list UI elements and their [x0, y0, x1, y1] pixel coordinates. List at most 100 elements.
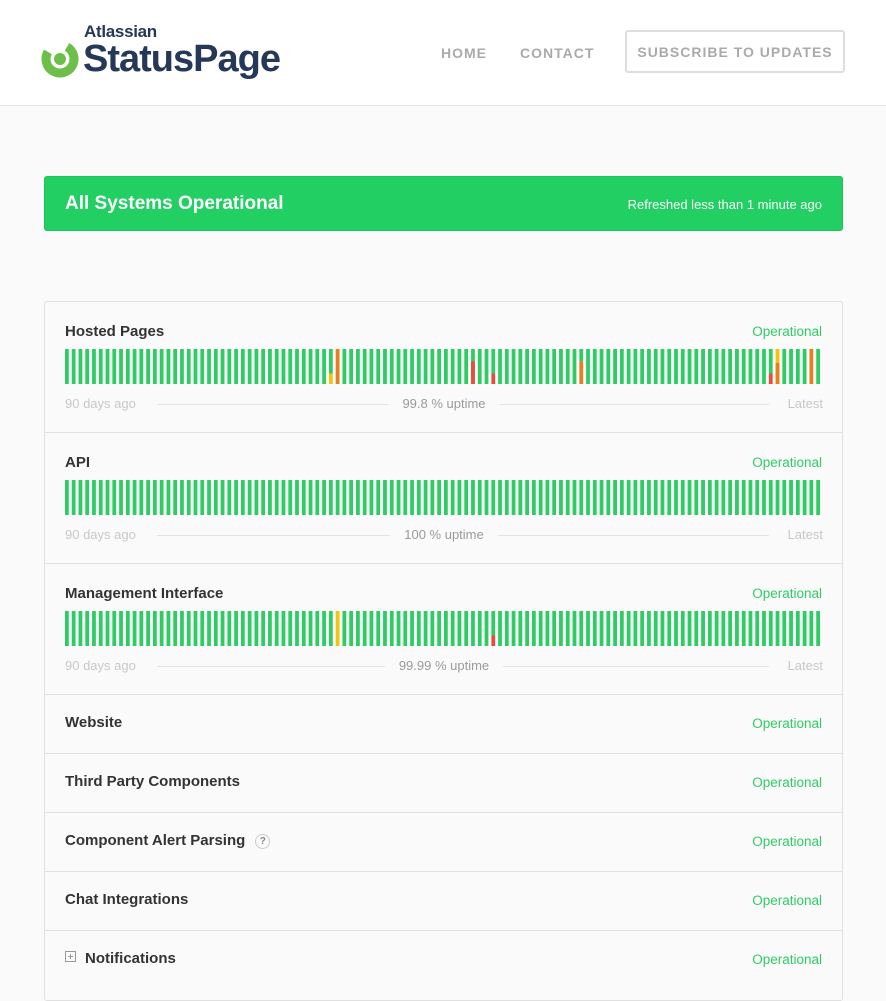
day-bar[interactable]: [619, 611, 624, 646]
day-bar[interactable]: [125, 349, 130, 384]
day-bar[interactable]: [301, 611, 306, 646]
day-bar[interactable]: [288, 480, 293, 515]
day-bar[interactable]: [362, 611, 367, 646]
day-bar[interactable]: [281, 611, 286, 646]
day-bar[interactable]: [173, 349, 178, 384]
day-bar[interactable]: [613, 480, 617, 515]
day-bar[interactable]: [748, 349, 753, 384]
day-bar[interactable]: [105, 480, 110, 515]
day-bar[interactable]: [647, 611, 651, 646]
day-bar[interactable]: [301, 480, 306, 515]
day-bar[interactable]: [782, 611, 787, 646]
day-bar[interactable]: [464, 480, 469, 515]
day-bar[interactable]: [389, 611, 394, 646]
day-bar[interactable]: [477, 480, 482, 515]
day-bar[interactable]: [498, 611, 502, 646]
day-bar[interactable]: [795, 480, 800, 515]
day-bar[interactable]: [721, 349, 726, 384]
day-bar[interactable]: [322, 611, 326, 646]
day-bar[interactable]: [240, 349, 245, 384]
day-bar[interactable]: [701, 349, 705, 384]
day-bar[interactable]: [789, 611, 793, 646]
day-bar[interactable]: [464, 611, 469, 646]
day-bar[interactable]: [674, 611, 678, 646]
day-bar[interactable]: [660, 349, 665, 384]
day-bar-incident[interactable]: [335, 611, 340, 646]
day-bar[interactable]: [694, 480, 699, 515]
day-bar[interactable]: [728, 480, 733, 515]
day-bar[interactable]: [640, 611, 645, 646]
day-bar[interactable]: [403, 611, 408, 646]
day-bar[interactable]: [105, 349, 110, 384]
day-bar[interactable]: [525, 611, 529, 646]
day-bar[interactable]: [65, 480, 69, 515]
day-bar[interactable]: [295, 349, 299, 384]
day-bar[interactable]: [809, 611, 814, 646]
day-bar[interactable]: [782, 480, 787, 515]
day-bar[interactable]: [396, 480, 401, 515]
day-bar[interactable]: [457, 349, 462, 384]
day-bar[interactable]: [579, 480, 584, 515]
day-bar[interactable]: [416, 611, 421, 646]
day-bar[interactable]: [592, 480, 597, 515]
day-bar[interactable]: [281, 349, 286, 384]
day-bar[interactable]: [775, 480, 780, 515]
day-bar[interactable]: [105, 611, 110, 646]
day-bar-incident[interactable]: [491, 635, 496, 647]
day-bar[interactable]: [342, 349, 347, 384]
day-bar[interactable]: [261, 349, 266, 384]
day-bar[interactable]: [85, 349, 90, 384]
day-bar[interactable]: [653, 611, 658, 646]
day-bar[interactable]: [809, 480, 814, 515]
day-bar[interactable]: [721, 611, 726, 646]
day-bar[interactable]: [315, 349, 320, 384]
day-bar[interactable]: [802, 611, 807, 646]
day-bar[interactable]: [619, 480, 624, 515]
day-bar[interactable]: [349, 480, 354, 515]
day-bar[interactable]: [180, 611, 184, 646]
day-bar[interactable]: [85, 611, 90, 646]
day-bar[interactable]: [112, 480, 117, 515]
day-bar[interactable]: [816, 349, 821, 384]
day-bar[interactable]: [511, 480, 516, 515]
day-bar[interactable]: [728, 349, 733, 384]
day-bar[interactable]: [254, 349, 259, 384]
day-bar[interactable]: [687, 480, 692, 515]
day-bar[interactable]: [795, 611, 800, 646]
day-bar[interactable]: [220, 611, 225, 646]
day-bar[interactable]: [775, 611, 780, 646]
day-bar[interactable]: [71, 611, 76, 646]
day-bar-incident[interactable]: [335, 349, 340, 384]
day-bar[interactable]: [457, 611, 462, 646]
day-bar[interactable]: [268, 611, 272, 646]
day-bar[interactable]: [531, 480, 536, 515]
day-bar[interactable]: [701, 611, 705, 646]
day-bar[interactable]: [213, 611, 218, 646]
day-bar[interactable]: [714, 349, 719, 384]
day-bar[interactable]: [200, 480, 205, 515]
day-bar[interactable]: [220, 480, 225, 515]
day-bar[interactable]: [444, 480, 448, 515]
day-bar-incident[interactable]: [775, 363, 780, 384]
day-bar[interactable]: [728, 611, 733, 646]
day-bar[interactable]: [430, 611, 435, 646]
day-bar[interactable]: [531, 349, 536, 384]
statuspage-logo[interactable]: Atlassian StatusPage: [40, 22, 300, 84]
day-bar[interactable]: [315, 611, 320, 646]
day-bar[interactable]: [484, 611, 489, 646]
day-bar[interactable]: [768, 349, 773, 374]
day-bar[interactable]: [430, 480, 435, 515]
day-bar[interactable]: [606, 611, 611, 646]
day-bar[interactable]: [592, 349, 597, 384]
day-bar[interactable]: [92, 349, 96, 384]
day-bar[interactable]: [586, 480, 590, 515]
day-bar[interactable]: [741, 611, 746, 646]
day-bar[interactable]: [247, 480, 252, 515]
day-bar[interactable]: [403, 349, 408, 384]
day-bar[interactable]: [254, 480, 259, 515]
day-bar[interactable]: [707, 480, 712, 515]
expand-icon[interactable]: [65, 951, 76, 962]
help-icon[interactable]: ?: [255, 834, 271, 849]
day-bar[interactable]: [288, 611, 293, 646]
day-bar[interactable]: [180, 480, 184, 515]
